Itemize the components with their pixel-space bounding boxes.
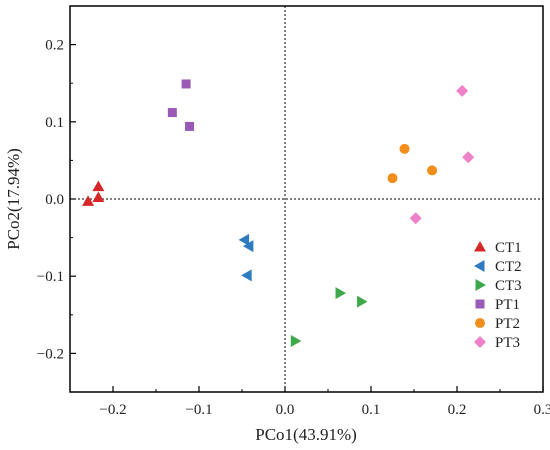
- data-point-pt1: [185, 121, 195, 131]
- data-point-ct2: [242, 240, 254, 253]
- data-point-pt2: [427, 165, 438, 176]
- legend-label-ct1: CT1: [495, 240, 522, 256]
- legend-marker-pt1: [475, 299, 485, 309]
- x-tick-label: 0.3: [534, 402, 550, 418]
- data-point-pt3: [409, 212, 422, 225]
- data-points: [82, 79, 475, 348]
- data-point-ct1: [92, 191, 105, 202]
- y-tick-label: 0.0: [45, 192, 64, 208]
- data-point-ct1: [82, 195, 95, 206]
- data-point-ct3: [335, 287, 347, 300]
- reference-lines: [70, 6, 543, 392]
- x-tick-label: 0.0: [276, 402, 295, 418]
- data-point-pt3: [456, 84, 469, 97]
- data-point-ct2: [241, 269, 252, 282]
- x-axis-title: PCo1(43.91%): [255, 425, 357, 444]
- data-point-pt1: [167, 108, 177, 118]
- x-tick-label: −0.1: [185, 402, 212, 418]
- legend-label-pt1: PT1: [495, 297, 520, 313]
- legend-marker-ct3: [475, 279, 486, 291]
- legend-label-ct3: CT3: [495, 278, 522, 294]
- x-axis-ticks: −0.2 −0.1 0.0 0.1 0.2 0.3: [69, 386, 550, 418]
- data-point-ct2: [238, 233, 250, 246]
- legend-label-pt3: PT3: [495, 335, 520, 351]
- y-axis-title: PCo2(17.94%): [4, 148, 23, 250]
- data-point-pt2: [399, 143, 410, 154]
- data-point-ct3: [290, 335, 302, 348]
- data-point-pt3: [462, 151, 475, 164]
- x-tick-label: −0.2: [99, 402, 126, 418]
- data-point-ct3: [357, 295, 368, 308]
- y-axis-ticks: −0.2 −0.1 0.0 0.1 0.2: [37, 5, 76, 393]
- y-tick-label: −0.1: [37, 269, 64, 285]
- data-point-pt1: [181, 79, 191, 89]
- data-point-ct1: [92, 180, 105, 192]
- data-point-pt2: [387, 173, 398, 184]
- y-tick-label: 0.1: [45, 115, 64, 131]
- legend-label-pt2: PT2: [495, 316, 520, 332]
- legend-marker-pt3: [474, 336, 486, 348]
- legend-marker-pt2: [475, 318, 485, 328]
- legend-marker-ct1: [474, 241, 486, 252]
- legend: CT1 CT2 CT3 PT1 PT2 PT3: [474, 240, 522, 351]
- x-tick-label: 0.1: [362, 402, 381, 418]
- y-tick-label: 0.2: [45, 38, 64, 54]
- legend-marker-ct2: [474, 260, 485, 272]
- x-tick-label: 0.2: [448, 402, 467, 418]
- y-tick-label: −0.2: [37, 346, 64, 362]
- legend-label-ct2: CT2: [495, 259, 522, 275]
